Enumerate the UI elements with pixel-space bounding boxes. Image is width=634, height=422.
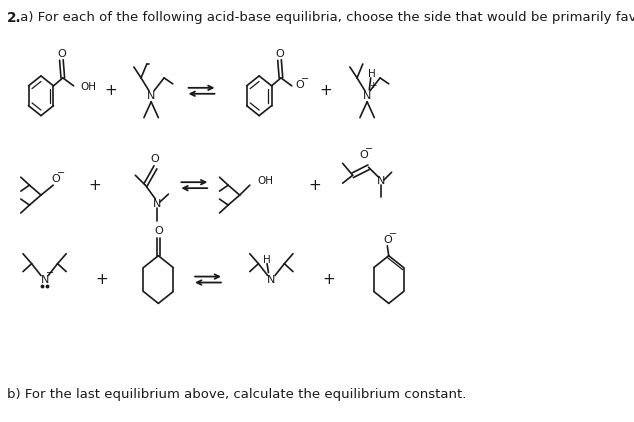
Text: N: N <box>147 91 155 101</box>
Text: N: N <box>267 275 276 284</box>
Text: b) For the last equilibrium above, calculate the equilibrium constant.: b) For the last equilibrium above, calcu… <box>7 388 467 401</box>
Text: H: H <box>368 69 375 79</box>
Text: O: O <box>275 49 284 59</box>
Text: OH: OH <box>257 176 273 186</box>
Text: N: N <box>363 91 372 101</box>
Text: OH: OH <box>81 82 97 92</box>
Text: −: − <box>46 268 55 278</box>
Text: O: O <box>154 226 163 236</box>
Text: N: N <box>377 176 385 186</box>
Text: O: O <box>359 150 368 160</box>
Text: a) For each of the following acid-base equilibria, choose the side that would be: a) For each of the following acid-base e… <box>16 11 634 24</box>
Text: +: + <box>369 81 377 90</box>
Text: −: − <box>301 74 309 84</box>
Text: N: N <box>153 199 161 209</box>
Text: +: + <box>308 178 321 193</box>
Text: +: + <box>323 272 335 287</box>
Text: H: H <box>263 255 271 265</box>
Text: −: − <box>57 168 65 178</box>
Text: O: O <box>150 154 159 164</box>
Text: 2.: 2. <box>7 11 22 25</box>
Text: O: O <box>295 80 304 90</box>
Text: +: + <box>96 272 108 287</box>
Text: −: − <box>365 144 373 154</box>
Text: +: + <box>319 83 332 98</box>
Text: +: + <box>89 178 101 193</box>
Text: N: N <box>41 275 49 284</box>
Text: O: O <box>57 49 66 59</box>
Text: +: + <box>105 83 117 98</box>
Text: O: O <box>51 174 60 184</box>
Text: −: − <box>389 229 397 239</box>
Text: O: O <box>383 235 392 245</box>
